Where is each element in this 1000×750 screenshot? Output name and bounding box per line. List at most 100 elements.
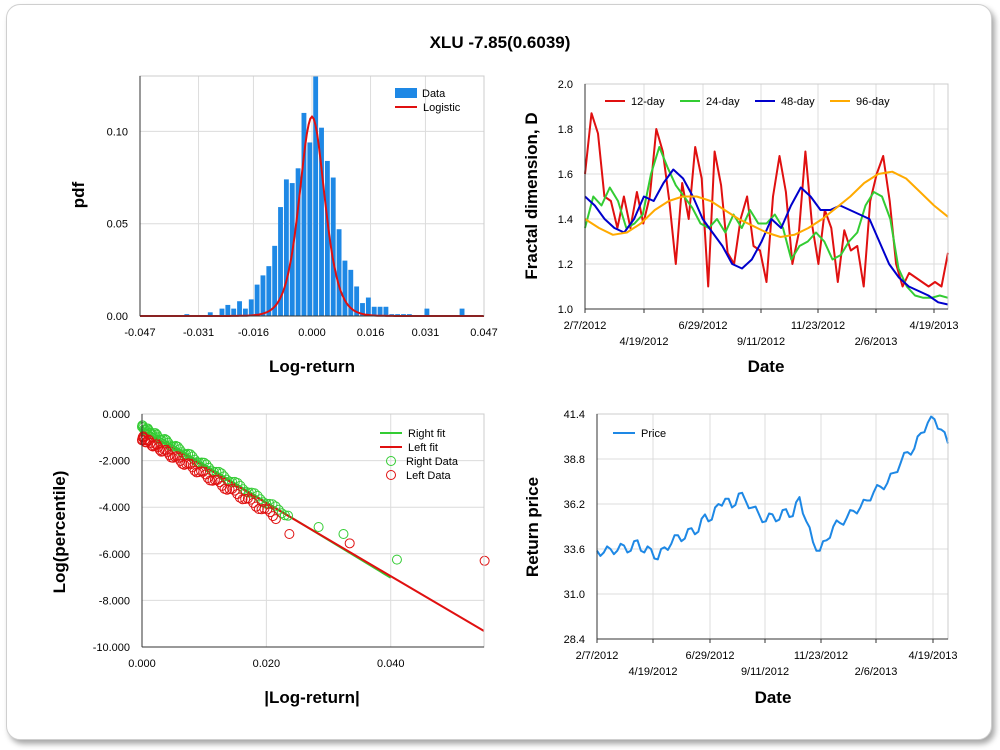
left-data-point xyxy=(234,492,245,503)
tail-y-tick-label: -10.000 xyxy=(93,642,130,654)
fractal-y-tick-label: 2.0 xyxy=(558,79,573,91)
left-fit-line xyxy=(141,428,485,632)
right-data-point xyxy=(267,499,278,510)
price-x-tick-label: 4/19/2012 xyxy=(629,666,678,678)
price-x-tick-label: 2/7/2012 xyxy=(576,650,619,662)
fractal-y-tick-label: 1.0 xyxy=(558,304,573,316)
right-data-point xyxy=(279,510,290,521)
right-data-point xyxy=(211,466,222,477)
price-x-tick-label: 2/6/2013 xyxy=(855,666,898,678)
price-line xyxy=(596,415,949,561)
fractal-y-tick-label: 1.2 xyxy=(558,259,573,271)
left-data-point xyxy=(232,489,243,500)
legend-fractal-2-label: 48-day xyxy=(781,96,815,108)
hist-bar xyxy=(254,284,260,316)
right-data-point xyxy=(276,508,287,519)
hist-bar xyxy=(459,308,465,316)
legend-data-label: Data xyxy=(422,88,446,100)
hist-bar xyxy=(324,160,330,316)
hist-bar xyxy=(248,299,254,316)
left-data-point xyxy=(209,474,220,485)
price-y-tick-label: 36.2 xyxy=(564,499,585,511)
left-data-point xyxy=(237,494,248,505)
left-data-point xyxy=(284,528,295,539)
left-data-point xyxy=(164,450,175,461)
fractal-x-tick-label: 9/11/2012 xyxy=(737,336,785,348)
left-data-point xyxy=(270,514,281,525)
fractal-x-tick-label: 4/19/2013 xyxy=(910,320,959,332)
legend-left-fit-label: Left fit xyxy=(408,442,438,454)
left-data-point xyxy=(151,439,162,450)
tail-y-tick-label: -8.000 xyxy=(99,595,130,607)
fractal-x-tick-label: 2/7/2012 xyxy=(564,320,607,332)
price-y-tick-label: 33.6 xyxy=(564,544,585,556)
price-y-tick-label: 41.4 xyxy=(564,409,585,421)
price-x-tick-label: 4/19/2013 xyxy=(909,650,958,662)
tail-y-tick-label: 0.000 xyxy=(102,409,130,421)
hist-bar xyxy=(371,306,377,316)
hist-bar xyxy=(424,308,430,316)
hist-bar xyxy=(225,304,231,316)
hist-bar xyxy=(301,112,307,316)
hist-x-tick-label: 0.047 xyxy=(470,327,498,339)
price-panel: 2/7/2012 6/29/2012 11/23/2012 4/19/2013 4/19… xyxy=(523,409,957,707)
right-data-point xyxy=(161,435,172,446)
legend-fractal-1-label: 24-day xyxy=(706,96,740,108)
price-x-tick-label: 11/23/2012 xyxy=(794,650,848,662)
left-data-point xyxy=(161,444,172,455)
legend-right-data-swatch xyxy=(386,456,396,466)
fractal-x-title: Date xyxy=(748,357,785,376)
left-data-point xyxy=(214,477,225,488)
legend-right-data-label: Right Data xyxy=(406,456,459,468)
tail-x-tick-label: 0.000 xyxy=(128,658,156,670)
tail-y-tick-label: -6.000 xyxy=(99,549,130,561)
hist-bar xyxy=(266,266,272,316)
legend-data-swatch xyxy=(395,88,417,98)
hist-bar xyxy=(207,312,213,316)
price-x-tick-label: 9/11/2012 xyxy=(741,666,789,678)
hist-y-tick-label: 0.10 xyxy=(107,126,128,138)
fractal-x-tick-label: 11/23/2012 xyxy=(791,320,845,332)
tail-fit-panel: 0.000 0.020 0.040 0.000 -2.000 -4.000 -6.000 -8… xyxy=(50,409,490,707)
fractal-series-line xyxy=(584,170,949,238)
histogram-panel: -0.047 -0.031 -0.016 0.000 0.016 0.031 0.047 0.… xyxy=(69,75,498,376)
price-plot-border xyxy=(596,413,949,640)
left-data-point xyxy=(229,485,240,496)
tail-y-tick-label: -2.000 xyxy=(99,456,130,468)
hist-bar xyxy=(360,303,365,316)
fractal-y-tick-label: 1.4 xyxy=(558,214,573,226)
hist-x-tick-label: 0.016 xyxy=(357,327,385,339)
hist-bar xyxy=(365,297,371,316)
fractal-dimension-panel: 2/7/2012 6/29/2012 11/23/2012 4/19/2013 4/19… xyxy=(522,79,958,376)
hist-bar xyxy=(307,142,313,316)
hist-bar xyxy=(242,308,248,316)
legend-price-label: Price xyxy=(641,428,666,440)
tail-x-title: |Log-return| xyxy=(264,688,359,707)
hist-x-title: Log-return xyxy=(269,357,355,376)
left-data-point xyxy=(227,483,238,494)
price-x-tick-label: 6/29/2012 xyxy=(686,650,735,662)
price-y-tick-label: 31.0 xyxy=(564,589,585,601)
tail-x-tick-label: 0.020 xyxy=(253,658,281,670)
legend-right-fit-label: Right fit xyxy=(408,428,445,440)
left-data-point xyxy=(212,474,223,485)
hist-bar xyxy=(336,229,342,316)
right-data-point xyxy=(232,477,243,488)
left-data-point xyxy=(267,511,278,522)
left-data-point xyxy=(479,555,490,566)
hist-bar xyxy=(272,245,278,316)
hist-bar xyxy=(319,127,324,316)
hist-bar xyxy=(330,177,336,316)
hist-y-title: pdf xyxy=(69,181,88,208)
fractal-y-title: Fractal dimension, D xyxy=(522,112,541,279)
hist-bar xyxy=(383,306,389,316)
legend-left-data-label: Left Data xyxy=(406,470,452,482)
hist-bar xyxy=(237,301,242,316)
hist-bar xyxy=(283,179,289,316)
hist-x-tick-label: 0.031 xyxy=(412,327,440,339)
legend-logistic-label: Logistic xyxy=(423,102,461,114)
hist-bar xyxy=(348,269,354,316)
left-data-point xyxy=(344,538,355,549)
legend-fractal-3-label: 96-day xyxy=(856,96,890,108)
